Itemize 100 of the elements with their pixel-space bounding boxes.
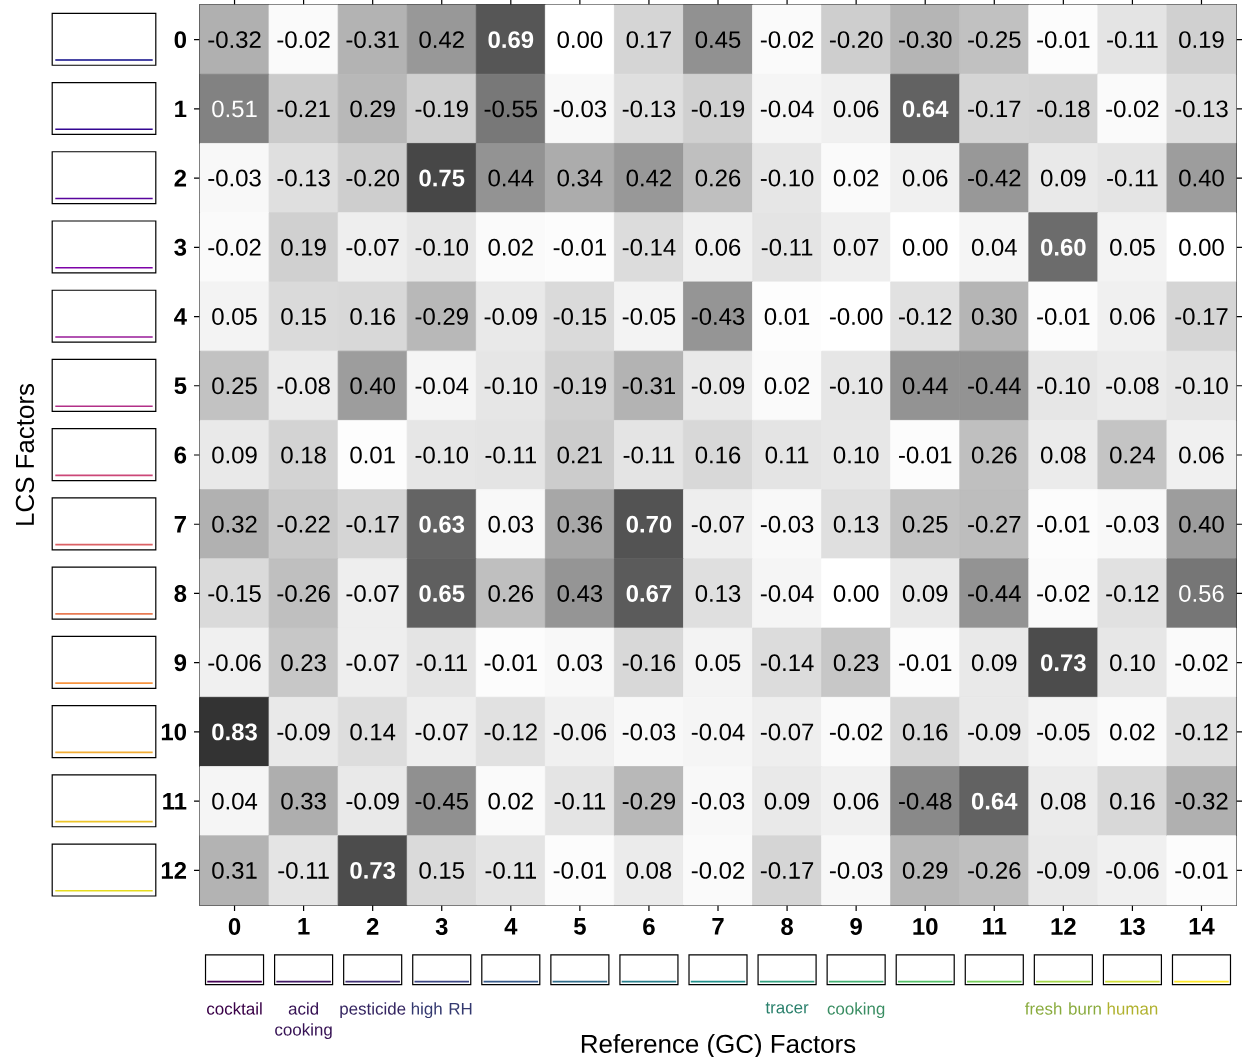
- data-label: 0.08: [1041, 792, 1086, 810]
- data-label: 0.00: [902, 238, 948, 256]
- data-label: -0.17: [346, 515, 399, 533]
- data-label: 0.19: [281, 238, 326, 256]
- data-label: -0.02: [829, 723, 883, 741]
- text: cocktail: [207, 1002, 262, 1015]
- data-label: 0.16: [695, 446, 741, 464]
- data-label: 0.33: [281, 792, 326, 810]
- data-label: 0.45: [695, 31, 741, 49]
- data-label: -0.01: [899, 446, 952, 464]
- data-label: 0.06: [695, 238, 741, 256]
- data-label: -0.21: [277, 100, 330, 118]
- data-label: 0.56: [1179, 585, 1224, 602]
- data-label: 0.31: [212, 861, 257, 879]
- data-label: -0.13: [277, 169, 330, 187]
- data-label: 0.25: [212, 377, 257, 395]
- data-label: 0.16: [350, 308, 395, 325]
- data-label: -0.01: [553, 861, 606, 879]
- data-label: -0.14: [760, 654, 814, 672]
- data-label: 0.14: [350, 723, 396, 741]
- data-label: -0.42: [968, 169, 1021, 187]
- data-label: 0.29: [350, 100, 395, 118]
- data-label: -0.11: [1107, 169, 1158, 187]
- data-label: -0.03: [553, 100, 607, 118]
- y-tick-label: 2: [174, 169, 187, 187]
- data-label: -0.16: [622, 654, 676, 672]
- data-label: -0.19: [691, 100, 745, 118]
- data-label: -0.19: [415, 100, 468, 118]
- data-label: -0.03: [829, 861, 883, 879]
- x-tick-label: 6: [643, 918, 655, 935]
- data-label: 0.06: [833, 100, 879, 118]
- data-label: -0.02: [1175, 654, 1228, 672]
- data-label: -0.11: [485, 861, 536, 879]
- data-label: 0.21: [557, 446, 602, 464]
- data-label: 0.00: [833, 585, 879, 602]
- data-label: 0.08: [626, 861, 672, 879]
- data-label: 0.63: [419, 515, 465, 533]
- data-label: 0.73: [1041, 654, 1086, 672]
- data-label: -0.07: [346, 238, 399, 256]
- data-label: 0.19: [1179, 31, 1224, 49]
- text: tracer: [765, 1002, 809, 1014]
- data-label: -0.03: [622, 723, 676, 741]
- data-label: 0.83: [212, 723, 257, 741]
- x-tick-label: 2: [366, 918, 379, 935]
- data-label: -0.08: [1106, 377, 1159, 395]
- data-label: -0.02: [760, 31, 814, 49]
- data-label: -0.15: [553, 308, 607, 325]
- data-label: -0.20: [346, 169, 399, 187]
- data-label: -0.12: [899, 308, 952, 325]
- y-tick-label: 1: [175, 100, 187, 118]
- data-label: -0.04: [760, 585, 814, 602]
- data-label: -0.10: [1037, 377, 1090, 395]
- text: human: [1107, 1002, 1158, 1015]
- data-label: -0.09: [277, 723, 330, 741]
- data-label: -0.26: [277, 585, 330, 602]
- data-label: -0.22: [277, 515, 330, 533]
- data-label: -0.08: [277, 377, 330, 395]
- y-tick-label: 9: [174, 654, 187, 672]
- data-label: -0.44: [968, 377, 1021, 395]
- x-tick-label: 4: [504, 918, 518, 935]
- data-label: 0.44: [488, 169, 534, 187]
- y-tick-label: 10: [161, 723, 186, 741]
- data-label: 0.07: [833, 238, 879, 256]
- data-label: 0.65: [419, 585, 465, 602]
- data-label: -0.19: [553, 377, 606, 395]
- y-tick-label: 6: [174, 446, 187, 464]
- y-tick-label: 12: [161, 862, 187, 879]
- data-label: -0.30: [899, 31, 952, 49]
- x-tick-label: 13: [1120, 918, 1145, 936]
- data-label: -0.01: [1037, 31, 1090, 49]
- data-label: -0.06: [208, 654, 261, 672]
- x-tick-label: 12: [1051, 918, 1076, 935]
- data-label: -0.26: [968, 861, 1021, 879]
- data-label: -0.18: [1037, 100, 1090, 118]
- data-label: 0.03: [557, 654, 603, 672]
- data-label: -0.12: [1175, 723, 1228, 741]
- data-label: 0.23: [833, 654, 879, 672]
- data-label: 0.75: [419, 169, 465, 187]
- data-label: 0.13: [695, 585, 741, 602]
- data-label: 0.02: [488, 238, 533, 256]
- data-label: -0.01: [1175, 861, 1228, 879]
- data-label: -0.32: [1175, 792, 1228, 810]
- text: acid cooking: [275, 1002, 332, 1040]
- data-label: 0.40: [1179, 169, 1224, 187]
- data-label: -0.04: [691, 723, 745, 741]
- data-label: -0.00: [829, 308, 883, 325]
- x-tick-label: 8: [781, 918, 793, 935]
- data-label: -0.03: [760, 515, 814, 533]
- y-tick-label: 4: [174, 308, 187, 325]
- y-tick-label: 8: [174, 585, 187, 602]
- data-label: 0.15: [281, 308, 326, 325]
- data-label: -0.07: [691, 515, 745, 533]
- data-label: 0.30: [971, 308, 1017, 325]
- data-label: 0.06: [833, 792, 879, 810]
- data-label: 0.09: [971, 654, 1017, 672]
- data-label: 0.42: [419, 31, 464, 49]
- data-label: 0.01: [350, 446, 395, 464]
- data-label: -0.31: [346, 31, 399, 49]
- data-label: -0.07: [415, 723, 468, 741]
- data-label: 0.04: [212, 792, 258, 810]
